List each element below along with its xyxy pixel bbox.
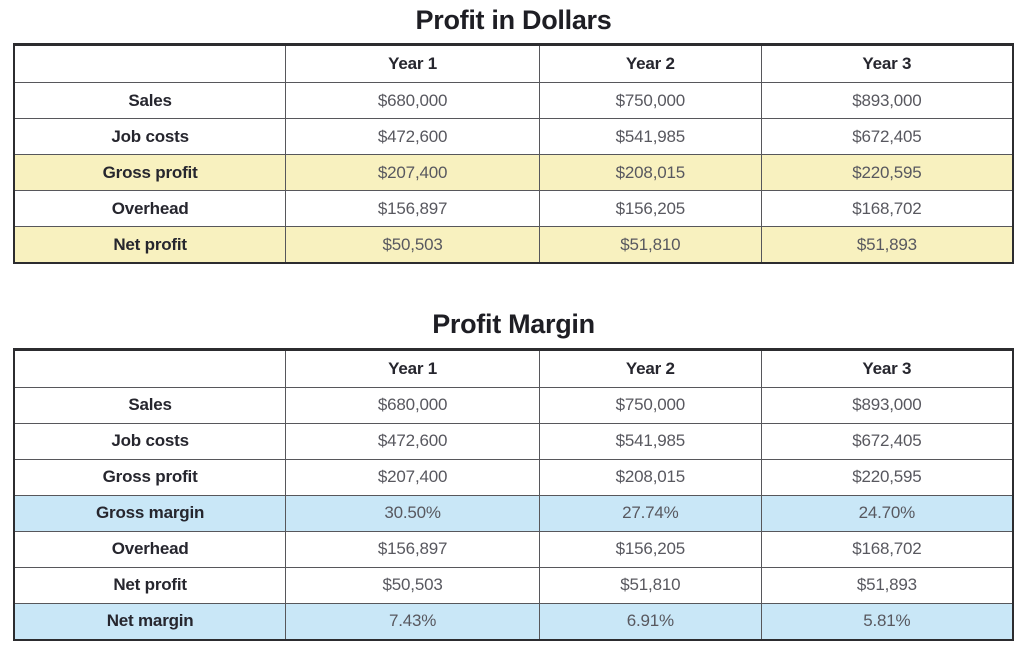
header-row: Year 1 Year 2 Year 3 [13, 348, 1014, 388]
row-label: Net profit [13, 226, 287, 264]
value-cell: $541,985 [538, 118, 762, 156]
profit-in-dollars-title: Profit in Dollars [415, 5, 612, 35]
value-cell: $672,405 [760, 118, 1014, 156]
value-cell: $156,205 [538, 530, 762, 568]
value-cell: $51,893 [760, 226, 1014, 264]
table-row: Job costs $472,600 $541,985 $672,405 [13, 118, 1014, 156]
year-column-header: Year 1 [285, 44, 540, 84]
row-label: Gross profit [13, 154, 287, 192]
value-cell: $893,000 [760, 82, 1014, 120]
value-cell: $472,600 [285, 422, 540, 460]
table-row: Gross margin 30.50% 27.74% 24.70% [13, 494, 1014, 532]
profit-in-dollars-section: Profit in Dollars Year 1 Year 2 Year 3 Sal… [13, 4, 1014, 265]
year-column-header: Year 2 [538, 348, 762, 388]
value-cell: 24.70% [760, 494, 1014, 532]
value-cell: $893,000 [760, 386, 1014, 424]
row-label: Gross margin [13, 494, 287, 532]
row-label: Overhead [13, 530, 287, 568]
value-cell: $168,702 [760, 530, 1014, 568]
row-label: Net profit [13, 566, 287, 604]
row-label: Job costs [13, 118, 287, 156]
value-cell: $672,405 [760, 422, 1014, 460]
row-label-column-header [13, 348, 287, 388]
value-cell: 7.43% [285, 602, 540, 641]
value-cell: $156,897 [285, 190, 540, 228]
row-label-column-header [13, 44, 287, 84]
value-cell: $51,893 [760, 566, 1014, 604]
value-cell: $220,595 [760, 154, 1014, 192]
value-cell: 27.74% [538, 494, 762, 532]
value-cell: 30.50% [285, 494, 540, 532]
row-label: Sales [13, 82, 287, 120]
year-column-header: Year 1 [285, 348, 540, 388]
value-cell: $750,000 [538, 386, 762, 424]
table-row: Gross profit $207,400 $208,015 $220,595 [13, 458, 1014, 496]
row-label: Job costs [13, 422, 287, 460]
table-row: Sales $680,000 $750,000 $893,000 [13, 386, 1014, 424]
row-label: Sales [13, 386, 287, 424]
row-label: Overhead [13, 190, 287, 228]
profit-margin-section: Profit Margin Year 1 Year 2 Year 3 Sales $6… [13, 308, 1014, 641]
value-cell: $207,400 [285, 458, 540, 496]
value-cell: $220,595 [760, 458, 1014, 496]
header-row: Year 1 Year 2 Year 3 [13, 44, 1014, 84]
value-cell: 5.81% [760, 602, 1014, 641]
table-row: Sales $680,000 $750,000 $893,000 [13, 82, 1014, 120]
value-cell: $472,600 [285, 118, 540, 156]
value-cell: $541,985 [538, 422, 762, 460]
table-row: Overhead $156,897 $156,205 $168,702 [13, 530, 1014, 568]
value-cell: $680,000 [285, 386, 540, 424]
value-cell: $156,897 [285, 530, 540, 568]
value-cell: $207,400 [285, 154, 540, 192]
value-cell: $750,000 [538, 82, 762, 120]
value-cell: $50,503 [285, 226, 540, 264]
value-cell: $208,015 [538, 154, 762, 192]
value-cell: $51,810 [538, 226, 762, 264]
table-row: Net profit $50,503 $51,810 $51,893 [13, 226, 1014, 264]
value-cell: $680,000 [285, 82, 540, 120]
value-cell: $51,810 [538, 566, 762, 604]
value-cell: $156,205 [538, 190, 762, 228]
profit-margin-title: Profit Margin [432, 309, 595, 340]
table-row: Net margin 7.43% 6.91% 5.81% [13, 602, 1014, 641]
table-row: Gross profit $207,400 $208,015 $220,595 [13, 154, 1014, 192]
year-column-header: Year 3 [760, 44, 1014, 84]
table-row: Job costs $472,600 $541,985 $672,405 [13, 422, 1014, 460]
year-column-header: Year 2 [538, 44, 762, 84]
row-label: Gross profit [13, 458, 287, 496]
value-cell: 6.91% [538, 602, 762, 641]
row-label: Net margin [13, 602, 287, 641]
year-column-header: Year 3 [760, 348, 1014, 388]
table-row: Net profit $50,503 $51,810 $51,893 [13, 566, 1014, 604]
table-row: Overhead $156,897 $156,205 $168,702 [13, 190, 1014, 228]
value-cell: $50,503 [285, 566, 540, 604]
value-cell: $168,702 [760, 190, 1014, 228]
profit-margin-table: Year 1 Year 2 Year 3 Sales $680,000 $750,000… [13, 347, 1014, 641]
value-cell: $208,015 [538, 458, 762, 496]
profit-in-dollars-table: Year 1 Year 2 Year 3 Sales $680,000 $750,000… [13, 43, 1014, 265]
